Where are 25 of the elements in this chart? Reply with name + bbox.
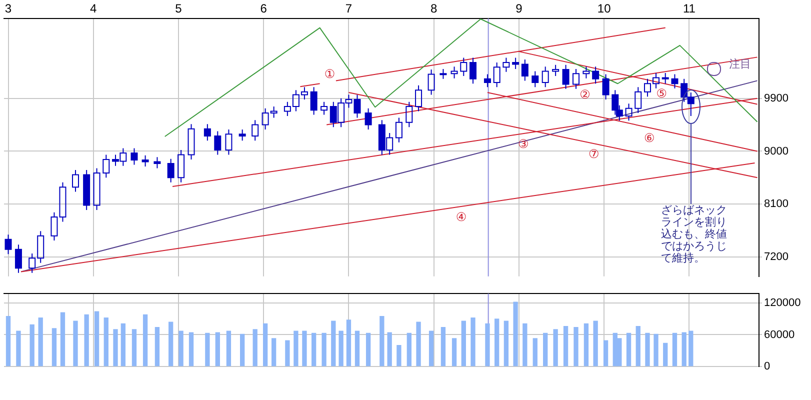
x-tick-label: 9 [516, 2, 523, 16]
y-tick-label: 0 [764, 360, 770, 372]
y-tick-label: 9000 [764, 145, 788, 158]
x-tick-label: 7 [345, 2, 352, 16]
series-label: ② [580, 88, 590, 102]
series-label: ④ [456, 210, 467, 224]
y-tick-label: 120000 [764, 297, 801, 310]
y-tick-label: 60000 [764, 328, 795, 341]
series-label: ⑦ [588, 146, 600, 161]
x-tick-label: 4 [90, 2, 98, 16]
y-tick-label: 8100 [764, 198, 788, 210]
series-label: ③ [518, 136, 529, 151]
annotation: ざらばネックラインを割り込むも、終値ではかろうじて維持。 [660, 204, 727, 264]
annotation: 注目 [728, 57, 751, 70]
x-tick-label: 11 [682, 2, 696, 16]
x-tick-label: 5 [175, 2, 182, 16]
series-label: ⑤ [656, 86, 668, 100]
x-tick-label: 3 [4, 2, 12, 16]
y-tick-label: 7200 [764, 251, 788, 264]
x-tick-label: 6 [260, 2, 268, 16]
y-tick-label: 9900 [764, 92, 788, 104]
x-tick-label: 10 [597, 2, 612, 16]
x-tick-label: 8 [430, 2, 438, 16]
series-label: ⑥ [644, 131, 655, 146]
series-label: ① [324, 66, 336, 81]
